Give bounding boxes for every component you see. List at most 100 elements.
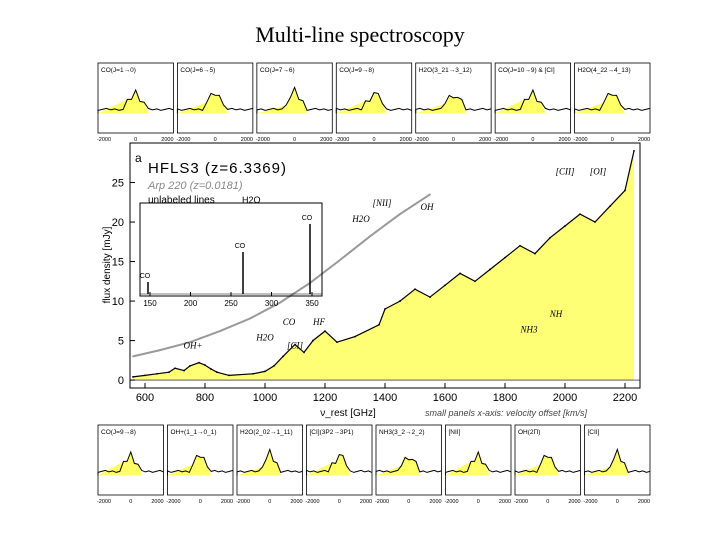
bottom-panel: [CII] -2000 0 2000	[583, 424, 651, 505]
series-point	[399, 300, 401, 302]
x-tick-label: 1600	[433, 392, 457, 404]
inset-x-tick-label: 300	[265, 299, 279, 308]
series-point	[303, 351, 305, 354]
series-point	[219, 330, 221, 332]
bottom-line	[167, 454, 234, 476]
top-title: CO(J=6→5)	[180, 67, 215, 74]
bottom-title: OH(2Π)	[518, 429, 540, 436]
top-fill	[336, 92, 387, 114]
bottom-x-tick-label: -2000	[236, 499, 250, 505]
line-label: [NII]	[372, 198, 391, 208]
bottom-fill	[515, 455, 559, 476]
series-point	[534, 252, 536, 255]
series-point	[564, 225, 566, 227]
small-panel-note: small panels x-axis: velocity offset [km…	[425, 408, 588, 418]
bottom-x-tick-label: 2000	[568, 499, 580, 505]
series-point	[189, 364, 191, 367]
x-axis-label: ν_rest [GHz]	[320, 408, 376, 419]
top-fill	[256, 87, 308, 114]
top-x-tick-label: 2000	[479, 137, 491, 143]
top-x-tick-label: 0	[611, 137, 614, 143]
bottom-panel: OH(2Π) -2000 0 2000	[514, 424, 581, 505]
top-x-tick-label: -2000	[256, 137, 270, 143]
hfls3-fill-area	[133, 150, 634, 381]
x-tick-label: 1400	[373, 392, 397, 404]
bottom-x-tick-label: 0	[268, 499, 271, 505]
top-fill	[574, 93, 626, 114]
bottom-x-tick-label: 0	[616, 499, 619, 505]
top-x-tick-label: -2000	[97, 137, 111, 143]
top-line	[494, 88, 571, 114]
series-point	[324, 330, 326, 332]
series-point	[489, 268, 491, 271]
inset-x-tick-label: 350	[305, 299, 319, 308]
series-point	[336, 341, 338, 344]
bottom-panel: OH+(1_1→0_1) -2000 0 2000	[166, 424, 234, 505]
series-point	[429, 193, 431, 196]
inset-frame	[139, 202, 323, 297]
bottom-x-tick-label: -2000	[305, 499, 319, 505]
bottom-title: CO(J=9→8)	[101, 429, 136, 436]
top-line	[335, 92, 412, 114]
inset-line-label: CO	[235, 243, 246, 250]
legend-h2o: H2O	[242, 195, 261, 205]
series-point	[216, 371, 218, 374]
top-x-tick-label: -2000	[335, 137, 349, 143]
series-point	[168, 371, 170, 374]
series-point	[189, 341, 191, 344]
top-x-tick-label: 0	[452, 137, 455, 143]
bottom-fill	[237, 449, 281, 476]
legend-arp220: Arp 220 (z=0.0181)	[147, 180, 243, 192]
top-x-tick-label: 2000	[161, 137, 173, 143]
y-tick-label: 5	[118, 336, 124, 348]
top-title: CO(J=9→8)	[339, 67, 374, 74]
series-point	[279, 301, 281, 304]
bottom-panel: [CI](3P2→3P1) -2000 0 2000	[305, 424, 373, 505]
series-point	[228, 374, 230, 377]
series-point	[183, 369, 185, 372]
bottom-x-tick-label: 0	[477, 499, 480, 505]
bottom-panel: [NII] -2000 0 2000	[444, 424, 512, 505]
bottom-x-tick-label: 0	[338, 499, 341, 505]
series-point	[399, 213, 401, 216]
bottom-title: NH3(3_2→2_2)	[379, 429, 425, 436]
y-axis-label: flux density [mJy]	[102, 226, 113, 303]
line-label: OH	[421, 202, 434, 212]
line-label: H2O	[255, 333, 274, 343]
bottom-x-tick-label: -2000	[514, 499, 528, 505]
series-point	[609, 205, 611, 208]
bottom-fill	[445, 452, 490, 476]
top-panel: H2O(4_22→4_13) -2000 0 2000	[574, 62, 651, 143]
top-title: H2O(3_21→3_12)	[419, 67, 472, 74]
series-point	[459, 272, 461, 275]
top-line	[415, 94, 492, 114]
top-title: H2O(4_22→4_13)	[578, 67, 631, 74]
bottom-title: [CI](3P2→3P1)	[310, 429, 354, 436]
top-line	[256, 86, 333, 114]
series-point	[633, 150, 635, 152]
line-label: OH+	[183, 340, 202, 350]
bottom-line	[514, 454, 581, 476]
bottom-panel: H2O(2_02→1_11) -2000 0 2000	[236, 424, 303, 505]
bottom-line	[584, 447, 651, 476]
line-label: NH3	[519, 325, 538, 335]
x-tick-label: 2000	[553, 392, 577, 404]
top-x-tick-label: -2000	[415, 137, 429, 143]
series-point	[159, 349, 161, 351]
series-point	[594, 221, 596, 223]
bottom-x-tick-label: 0	[199, 499, 202, 505]
bottom-title: [NII]	[449, 429, 461, 436]
top-line	[574, 92, 651, 114]
top-title: CO(J=1→0)	[101, 67, 136, 74]
top-x-tick-label: 2000	[241, 137, 253, 143]
bottom-line	[97, 450, 164, 476]
series-point	[384, 308, 386, 310]
series-point	[264, 370, 266, 373]
bottom-x-tick-label: -2000	[583, 499, 597, 505]
series-point	[249, 317, 251, 320]
legend-hfls3: HFLS3 (z=6.3369)	[148, 160, 287, 177]
bottom-line	[306, 454, 373, 476]
bottom-x-tick-label: 2000	[360, 499, 372, 505]
y-tick-label: 15	[112, 257, 124, 269]
series-point	[429, 296, 431, 299]
